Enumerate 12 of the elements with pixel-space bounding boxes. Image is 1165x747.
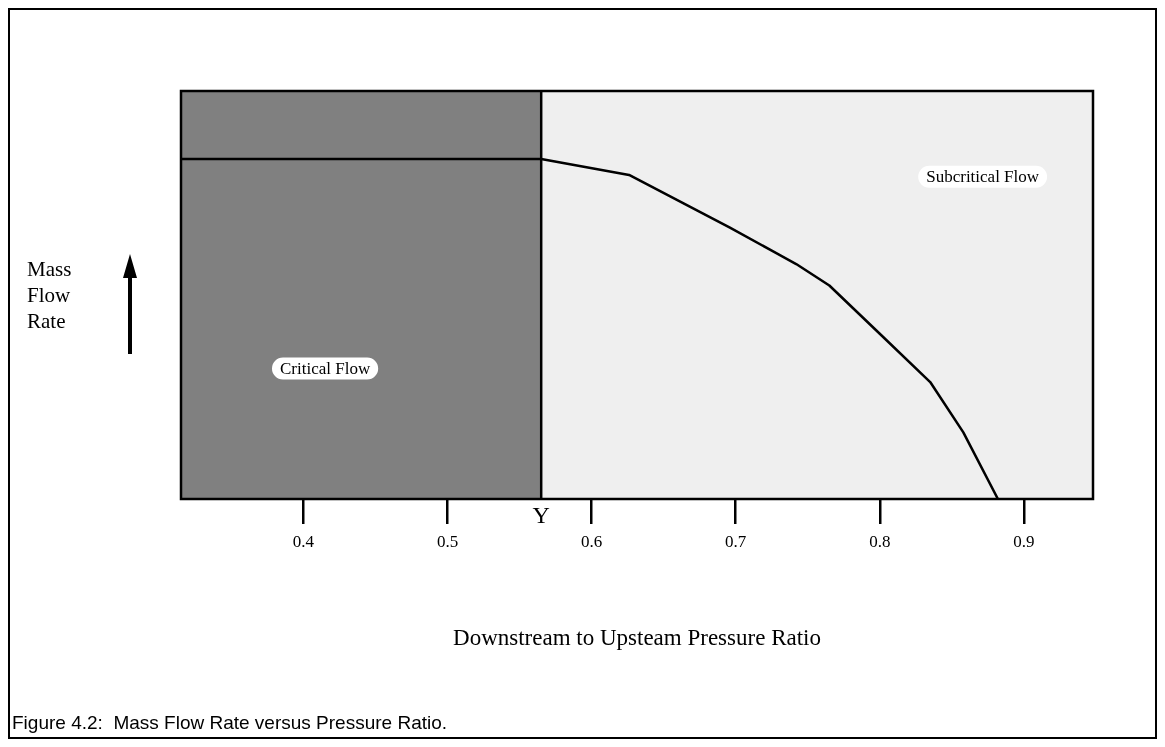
ref-line-label: Y (532, 502, 550, 529)
x-tick-label: 0.7 (725, 531, 747, 551)
x-tick-label: 0.4 (292, 531, 315, 551)
caption: Figure 4.2: Mass Flow Rate versus Pressure Ratio. (12, 712, 448, 733)
x-tick-label: 0.6 (580, 531, 603, 551)
x-tick-label: 0.5 (436, 531, 459, 551)
x-tick-label: 0.8 (869, 531, 891, 551)
band-label: Subcritical Flow (926, 167, 1040, 187)
band-label: Critical Flow (279, 358, 371, 378)
x-axis-title: Downstream to Upsteam Pressure Ratio (453, 625, 821, 651)
text: Mass Flow Rate (27, 256, 72, 333)
x-tick-label: 0.9 (1013, 531, 1035, 551)
